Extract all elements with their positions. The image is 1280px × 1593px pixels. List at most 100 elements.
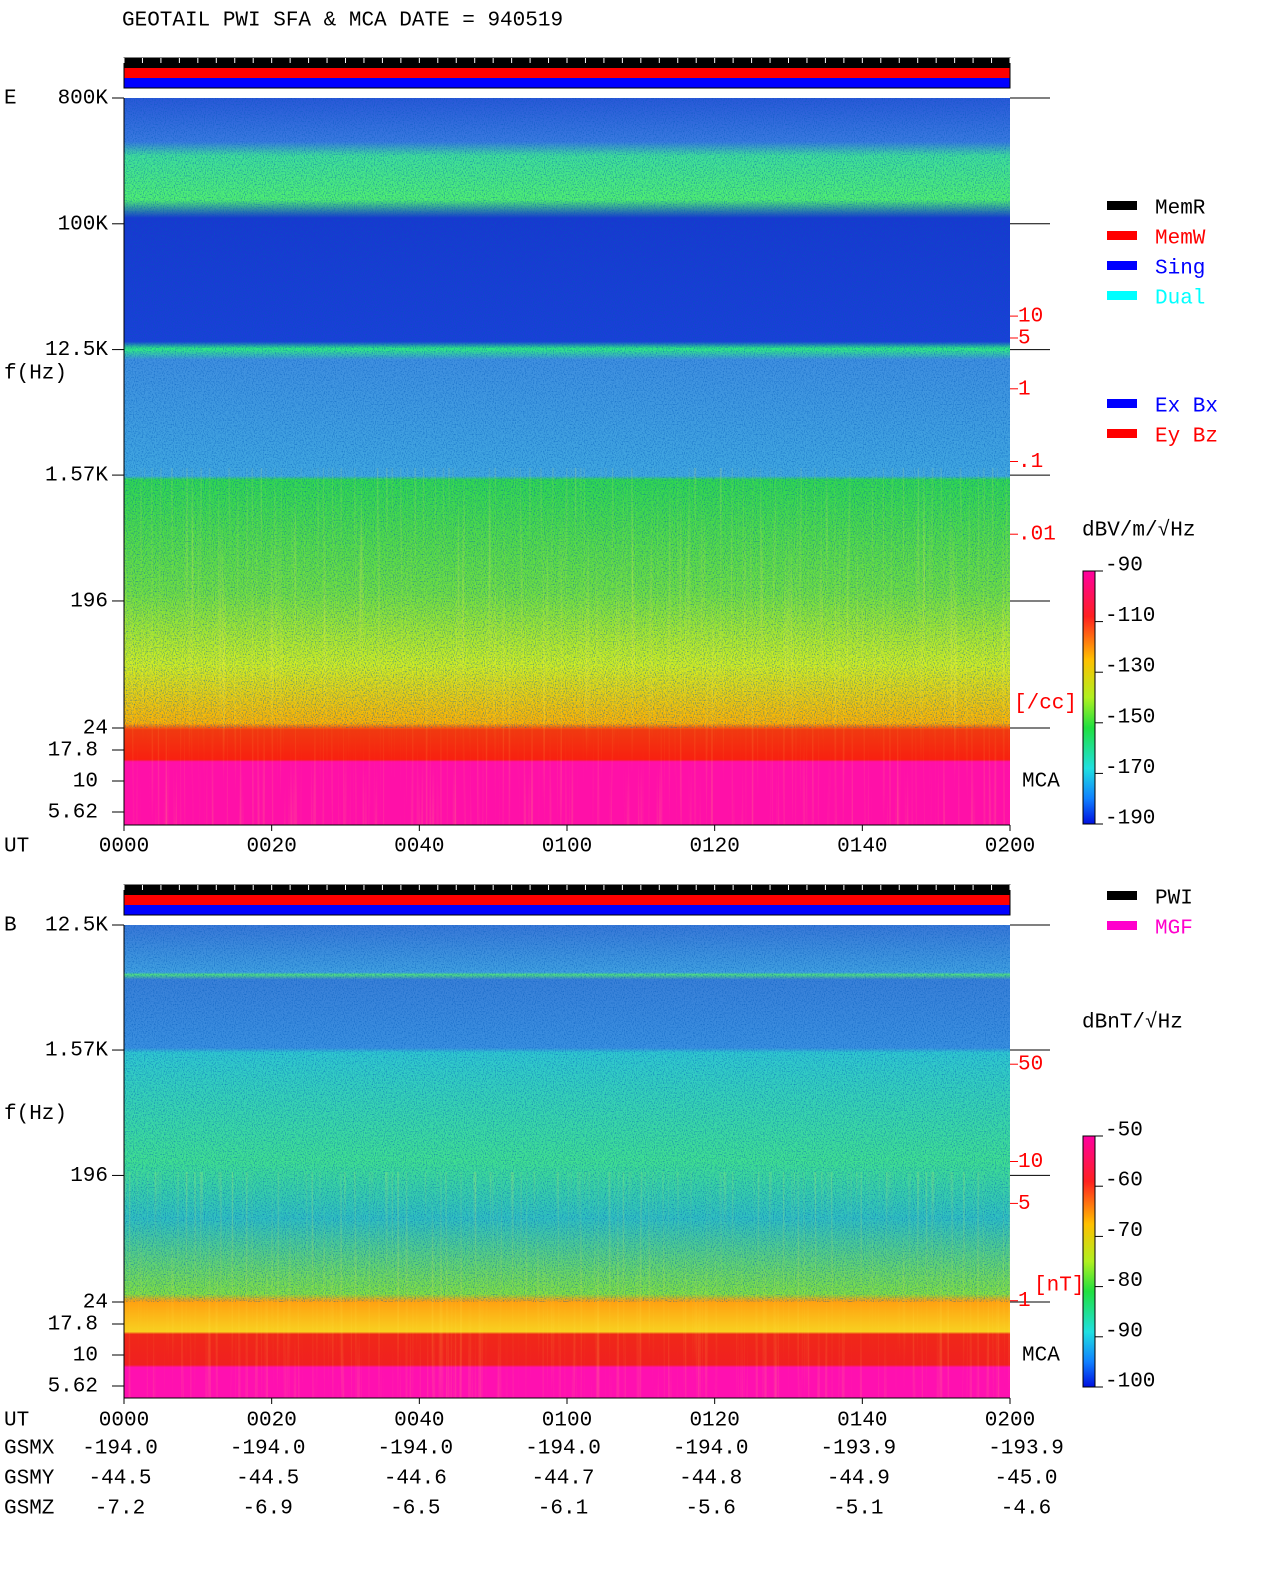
orbit-value: -7.2: [95, 1498, 145, 1521]
colorbar: [1082, 1135, 1096, 1388]
legend-swatch: [1107, 291, 1137, 300]
x-axis-label: UT: [4, 1410, 29, 1433]
status-bar: [124, 895, 1010, 905]
colorbar-tick-label: -190: [1105, 808, 1155, 831]
colorbar-tick-label: -150: [1105, 706, 1155, 729]
orbit-name: GSMY: [4, 1468, 55, 1491]
orbit-value: -194.0: [525, 1438, 601, 1461]
y2-tick-label: 1: [1018, 1290, 1031, 1313]
y-tick-label: 24: [83, 718, 108, 741]
mca-label: MCA: [1022, 1345, 1060, 1368]
y2-tick-label: 5: [1018, 328, 1031, 351]
legend-swatch: [1107, 201, 1137, 210]
y2-tick-label: 1: [1018, 378, 1031, 401]
x-tick-label: 0000: [99, 1410, 149, 1433]
legend-label: MGF: [1155, 918, 1193, 941]
orbit-value: -5.1: [833, 1498, 883, 1521]
orbit-value: -44.8: [679, 1468, 742, 1491]
mca-tick-label: 17.8: [48, 1314, 98, 1337]
x-tick-label: 0020: [246, 1410, 296, 1433]
legend-label: Ey Bz: [1155, 426, 1218, 449]
y-axis-label: f(Hz): [4, 363, 67, 386]
component-label: B: [4, 915, 17, 938]
x-tick-label: 0200: [985, 1410, 1035, 1433]
legend-swatch: [1107, 429, 1137, 438]
x-tick-label: 0100: [542, 836, 592, 859]
component-label: E: [4, 88, 17, 111]
orbit-value: -193.9: [988, 1438, 1064, 1461]
mca-label: MCA: [1022, 771, 1060, 794]
mca-tick-label: 5.62: [48, 1376, 98, 1399]
x-tick-label: 0040: [394, 836, 444, 859]
orbit-value: -194.0: [673, 1438, 749, 1461]
colorbar-label: dBnT/√Hz: [1082, 1011, 1183, 1035]
status-bar: [124, 78, 1010, 88]
orbit-value: -44.6: [384, 1468, 447, 1491]
colorbar-tick-label: -80: [1105, 1270, 1143, 1293]
mca-tick-label: 10: [73, 771, 98, 794]
orbit-name: GSMX: [4, 1438, 55, 1461]
orbit-value: -6.9: [242, 1498, 292, 1521]
title: GEOTAIL PWI SFA & MCA DATE = 940519: [122, 10, 563, 33]
orbit-value: -6.5: [390, 1498, 440, 1521]
orbit-value: -194.0: [230, 1438, 306, 1461]
y-tick-label: 12.5K: [45, 915, 108, 938]
y-tick-label: 196: [70, 591, 108, 614]
y-tick-label: 196: [70, 1165, 108, 1188]
orbit-value: -44.5: [236, 1468, 299, 1491]
legend-label: PWI: [1155, 888, 1193, 911]
legend-swatch: [1107, 891, 1137, 900]
colorbar-tick-label: -100: [1105, 1371, 1155, 1394]
y-tick-label: 1.57K: [45, 465, 108, 488]
y-tick-label: 24: [83, 1292, 108, 1315]
spectrogram-streaks: [124, 468, 1010, 728]
x-tick-label: 0120: [689, 1410, 739, 1433]
y-tick-label: 1.57K: [45, 1040, 108, 1063]
orbit-value: -44.7: [531, 1468, 594, 1491]
x-tick-label: 0100: [542, 1410, 592, 1433]
colorbar-tick-label: -90: [1105, 1320, 1143, 1343]
x-tick-label: 0200: [985, 836, 1035, 859]
orbit-value: -194.0: [378, 1438, 454, 1461]
orbit-name: GSMZ: [4, 1498, 54, 1521]
legend-swatch: [1107, 231, 1137, 240]
colorbar-tick-label: -60: [1105, 1170, 1143, 1193]
orbit-value: -45.0: [994, 1468, 1057, 1491]
legend-label: Sing: [1155, 258, 1205, 281]
x-tick-label: 0140: [837, 836, 887, 859]
y2-tick-label: 5: [1018, 1193, 1031, 1216]
orbit-value: -44.5: [88, 1468, 151, 1491]
spectrogram-streaks: [124, 1172, 1010, 1302]
colorbar-label: dBV/m/√Hz: [1082, 519, 1195, 543]
orbit-value: -44.9: [827, 1468, 890, 1491]
y2-tick-label: .01: [1018, 524, 1056, 547]
status-bar: [124, 68, 1010, 78]
colorbar-tick-label: -170: [1105, 757, 1155, 780]
y2-tick-label: 10: [1018, 306, 1043, 329]
mca-tick-label: 10: [73, 1345, 98, 1368]
y2-tick-label: .1: [1018, 451, 1043, 474]
mca-tick-label: 5.62: [48, 802, 98, 825]
orbit-value: -5.6: [685, 1498, 735, 1521]
y2-unit-label: [/cc]: [1014, 693, 1077, 716]
legend-swatch: [1107, 921, 1137, 930]
colorbar-tick-label: -70: [1105, 1220, 1143, 1243]
y2-unit-label: [nT]: [1034, 1275, 1084, 1298]
orbit-value: -194.0: [82, 1438, 158, 1461]
orbit-value: -6.1: [538, 1498, 588, 1521]
x-tick-label: 0120: [689, 836, 739, 859]
legend-label: MemR: [1155, 198, 1206, 221]
colorbar-tick-label: -110: [1105, 605, 1155, 628]
orbit-value: -4.6: [1001, 1498, 1051, 1521]
y-axis-label: f(Hz): [4, 1103, 67, 1126]
legend-swatch: [1107, 261, 1137, 270]
colorbar-tick-label: -90: [1105, 555, 1143, 578]
y-tick-label: 100K: [58, 213, 109, 236]
orbit-value: -193.9: [821, 1438, 897, 1461]
colorbar-tick-label: -130: [1105, 656, 1155, 679]
y-tick-label: 12.5K: [45, 339, 108, 362]
legend-label: MemW: [1155, 228, 1206, 251]
y2-tick-label: 50: [1018, 1054, 1043, 1077]
x-tick-label: 0000: [99, 836, 149, 859]
